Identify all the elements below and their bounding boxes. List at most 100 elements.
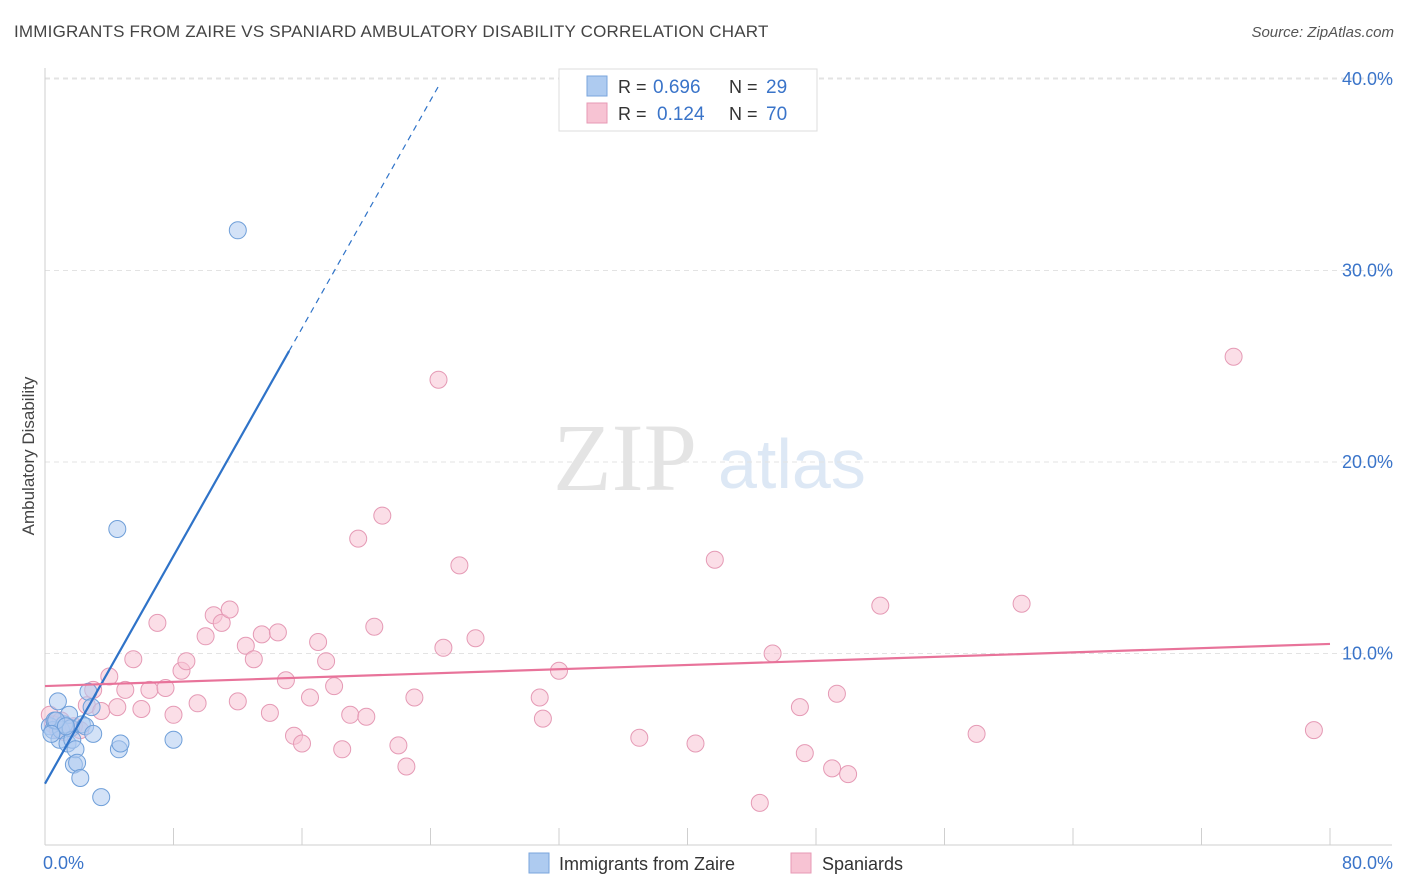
zaire-point (82, 698, 101, 717)
spaniard-point (188, 694, 207, 713)
spaniard-point (132, 700, 151, 718)
spaniard-point (763, 644, 782, 663)
y-tick-label: 10.0% (1342, 644, 1393, 664)
y-tick-labels: 10.0% 20.0% 30.0% 40.0% (1342, 69, 1393, 664)
spaniard-point (827, 684, 846, 703)
legend-label-spaniards[interactable]: Spaniards (822, 854, 903, 874)
stats-r-value-zaire: 0.696 (653, 77, 701, 98)
spaniard-point (967, 724, 986, 743)
spaniard-point (148, 613, 167, 632)
stats-r-label-spaniards: R = (618, 104, 652, 124)
bottom-legend: Immigrants from Zaire Spaniards (528, 852, 903, 874)
stats-n-value-spaniards: 70 (766, 104, 787, 125)
stats-n-label-zaire: N = (729, 77, 763, 97)
spaniard-point (429, 370, 448, 389)
x-tick-label-min: 0.0% (43, 853, 84, 873)
spaniard-point (228, 692, 247, 711)
zaire-point (228, 221, 247, 240)
zaire-point (56, 717, 75, 736)
zaire-point (68, 753, 87, 772)
spaniard-point (1304, 721, 1323, 740)
spaniards-trend-line (44, 642, 1331, 688)
stats-swatch-zaire (586, 75, 608, 97)
stats-swatch-spaniards (586, 102, 608, 124)
watermark-atlas: atlas (718, 425, 866, 503)
spaniard-point (365, 617, 384, 636)
x-tick-label-max: 80.0% (1342, 853, 1393, 873)
x-ticks (44, 828, 1331, 845)
spaniard-point (630, 728, 649, 747)
spaniard-point (124, 650, 143, 669)
spaniard-point (434, 638, 453, 657)
spaniard-point (293, 734, 311, 753)
spaniard-point (140, 680, 159, 699)
stats-r-label-zaire: R = (618, 77, 652, 97)
spaniard-point (466, 629, 485, 648)
stats-n-value-zaire: 29 (766, 77, 787, 98)
spaniard-point (301, 688, 319, 707)
spaniard-point (795, 744, 814, 763)
spaniard-point (750, 793, 769, 812)
spaniard-point (1012, 594, 1031, 613)
stats-r-value-spaniards: 0.124 (657, 104, 705, 125)
spaniard-point (276, 671, 295, 690)
spaniard-point (212, 613, 231, 632)
spaniard-point (705, 550, 724, 569)
spaniard-point (397, 757, 416, 776)
spaniard-point (196, 627, 215, 646)
spaniard-point (373, 506, 392, 525)
zaire-point (48, 692, 67, 711)
zaire-point (108, 520, 127, 538)
spaniard-point (550, 661, 568, 680)
spaniard-point (839, 765, 858, 784)
legend-swatch-zaire[interactable] (528, 852, 550, 874)
spaniard-point (349, 529, 368, 548)
zaire-point (71, 769, 90, 787)
spaniard-point (177, 652, 196, 671)
spaniard-point (530, 688, 549, 707)
spaniard-point (164, 705, 183, 724)
zaire-trend-extension (288, 85, 440, 352)
spaniard-point (317, 652, 336, 671)
zaire-point (84, 724, 103, 743)
spaniard-point (450, 556, 469, 575)
spaniard-point (357, 707, 376, 726)
chart-title: IMMIGRANTS FROM ZAIRE VS SPANIARD AMBULA… (14, 22, 769, 41)
zaire-trend-line (44, 350, 291, 785)
spaniard-point (116, 680, 135, 699)
stats-legend: R = 0.696 N = 29 R = 0.124 N = 70 (558, 68, 818, 132)
stats-n-label-spaniards: N = (729, 104, 763, 124)
spaniard-point (268, 623, 287, 642)
zaire-point (111, 734, 130, 753)
spaniard-point (533, 709, 552, 728)
watermark-zip: ZIP (553, 404, 697, 511)
spaniard-point (405, 688, 424, 707)
spaniard-point (389, 736, 408, 755)
zaire-point (42, 724, 61, 743)
y-axis-title: Ambulatory Disability (19, 376, 38, 535)
spaniard-point (260, 703, 279, 722)
chart-source: Source: ZipAtlas.com (1251, 24, 1394, 41)
spaniard-point (790, 698, 809, 717)
spaniard-point (325, 677, 344, 696)
spaniard-point (871, 596, 890, 615)
spaniard-point (309, 633, 328, 651)
spaniard-point (333, 740, 352, 759)
spaniard-point (236, 636, 255, 655)
spaniard-point (1224, 347, 1243, 366)
spaniard-point (220, 600, 239, 619)
legend-swatch-spaniards[interactable] (790, 852, 812, 874)
zaire-point (92, 788, 111, 807)
y-tick-label: 20.0% (1342, 452, 1393, 472)
spaniard-point (108, 698, 127, 717)
zaire-points (40, 221, 247, 807)
y-tick-label: 30.0% (1342, 261, 1393, 281)
y-tick-label: 40.0% (1342, 69, 1393, 89)
spaniard-point (244, 650, 263, 669)
spaniard-point (686, 734, 705, 753)
spaniard-point (341, 705, 360, 724)
legend-label-zaire[interactable]: Immigrants from Zaire (559, 854, 735, 874)
zaire-point (164, 730, 183, 749)
spaniard-point (156, 679, 175, 697)
